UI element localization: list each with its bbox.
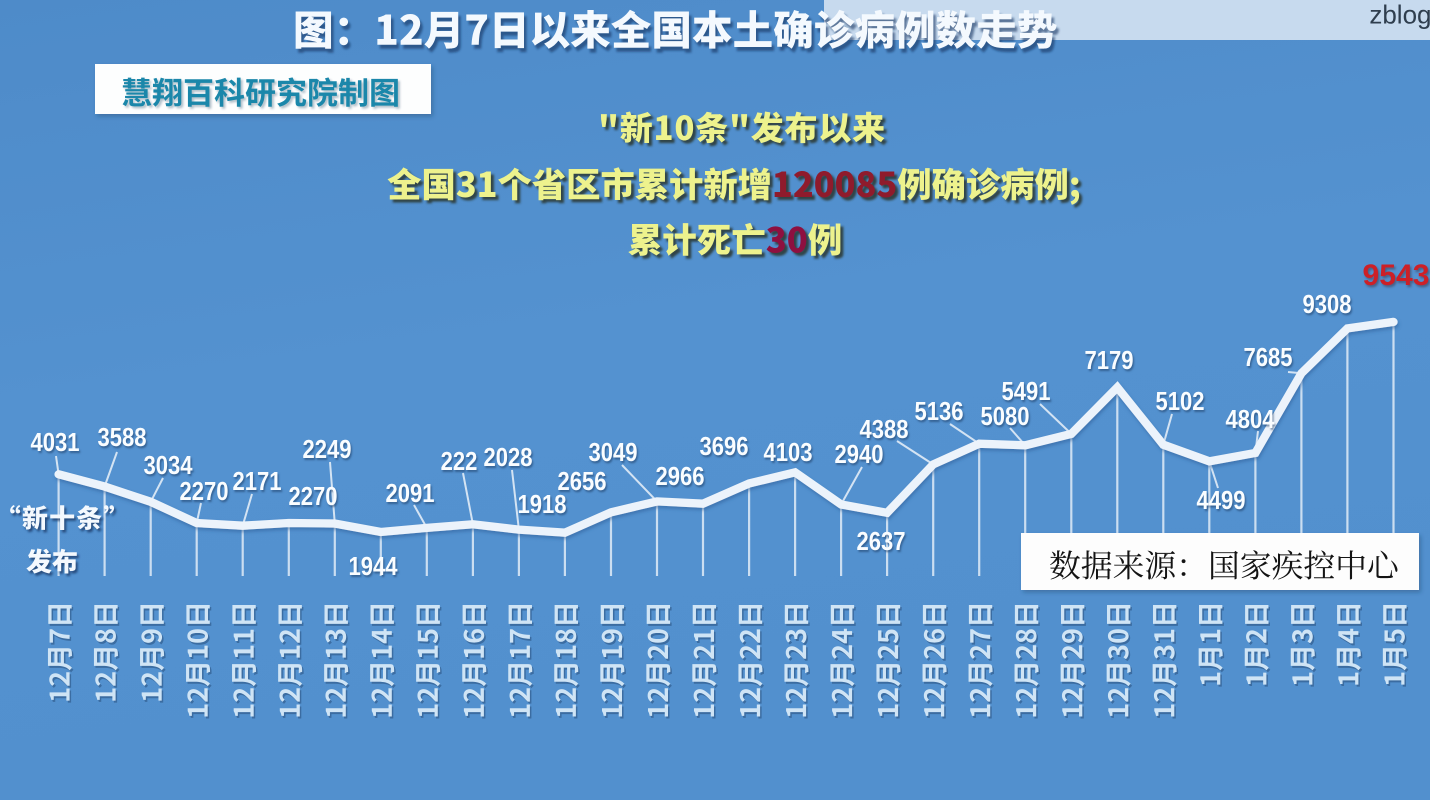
svg-text:2171: 2171 bbox=[232, 466, 281, 496]
svg-text:2656: 2656 bbox=[557, 466, 606, 496]
svg-text:1944: 1944 bbox=[348, 551, 397, 581]
svg-text:4804: 4804 bbox=[1225, 404, 1274, 434]
svg-text:2091: 2091 bbox=[385, 478, 434, 508]
svg-text:5080: 5080 bbox=[980, 401, 1029, 431]
svg-text:zblog: zblog bbox=[1369, 0, 1430, 30]
svg-text:2940: 2940 bbox=[834, 439, 883, 469]
svg-text:9543: 9543 bbox=[1363, 259, 1430, 292]
svg-text:3588: 3588 bbox=[97, 422, 146, 452]
svg-text:4499: 4499 bbox=[1196, 485, 1245, 515]
svg-text:4103: 4103 bbox=[763, 437, 812, 467]
svg-text:3696: 3696 bbox=[699, 431, 748, 461]
svg-text:7685: 7685 bbox=[1243, 342, 1292, 372]
svg-text:9308: 9308 bbox=[1302, 289, 1351, 319]
svg-text:2270: 2270 bbox=[179, 476, 228, 506]
svg-text:2028: 2028 bbox=[483, 442, 532, 472]
svg-text:5491: 5491 bbox=[1001, 376, 1050, 406]
svg-text:222: 222 bbox=[441, 446, 478, 476]
svg-text:2637: 2637 bbox=[856, 526, 905, 556]
svg-text:5136: 5136 bbox=[914, 396, 963, 426]
svg-text:4031: 4031 bbox=[30, 427, 79, 457]
svg-text:7179: 7179 bbox=[1084, 345, 1133, 375]
svg-text:1918: 1918 bbox=[517, 489, 566, 519]
svg-text:2270: 2270 bbox=[288, 481, 337, 511]
svg-text:2966: 2966 bbox=[655, 461, 704, 491]
svg-text:5102: 5102 bbox=[1155, 386, 1204, 416]
svg-text:2249: 2249 bbox=[302, 434, 351, 464]
svg-text:3034: 3034 bbox=[143, 450, 192, 480]
svg-text:4388: 4388 bbox=[859, 414, 908, 444]
svg-text:3049: 3049 bbox=[588, 437, 637, 467]
